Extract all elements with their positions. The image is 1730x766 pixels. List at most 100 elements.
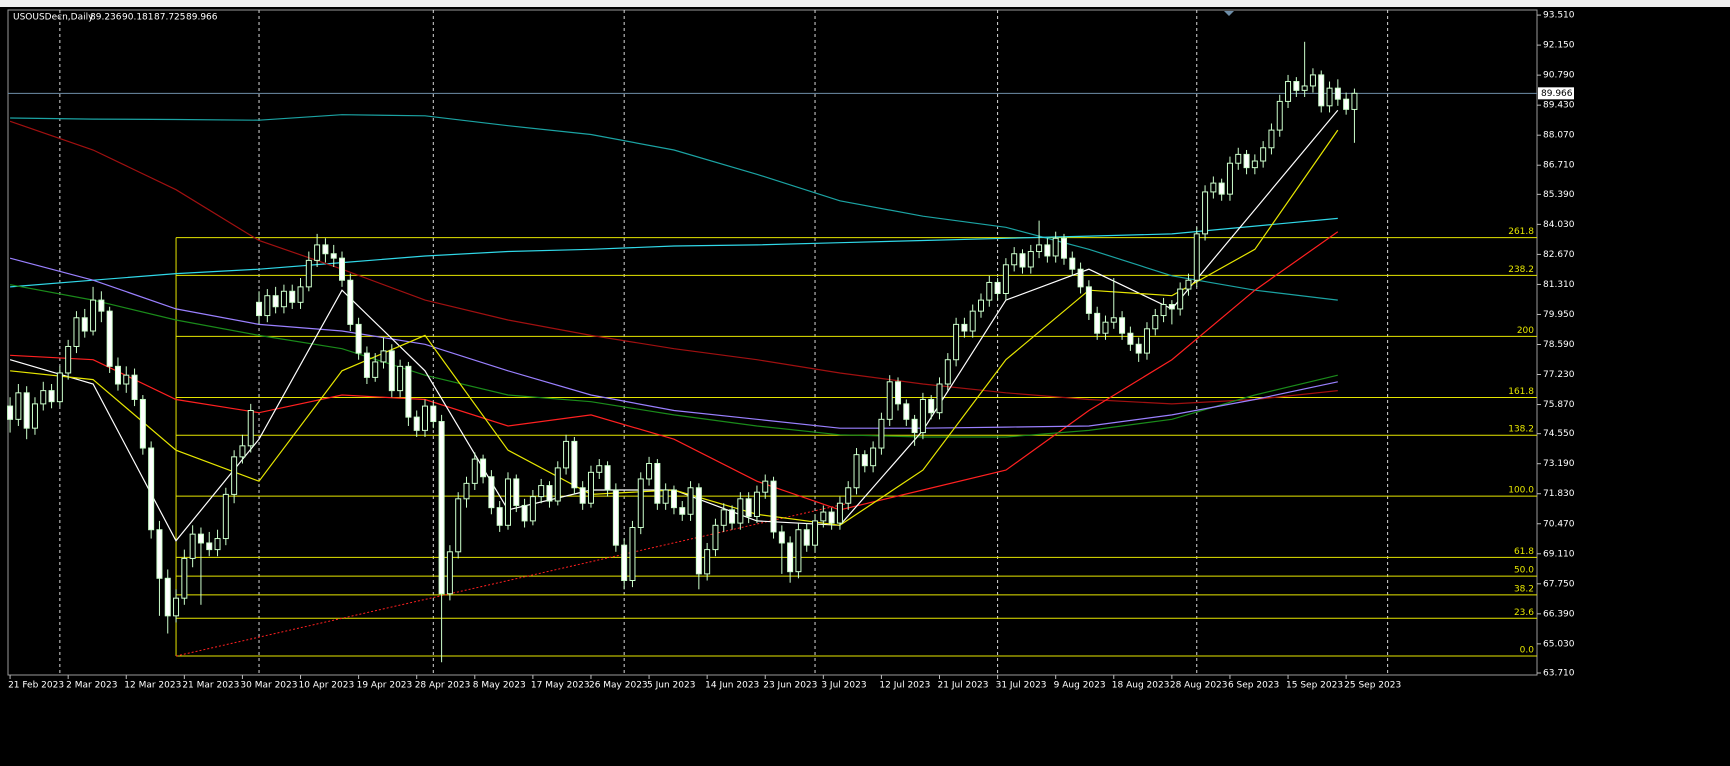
x-tick-label: 14 Jun 2023 (705, 681, 759, 691)
candle-body (969, 310, 976, 332)
candle-body (903, 403, 910, 420)
candle-body (712, 524, 719, 551)
candle-body (289, 290, 296, 303)
candle-body (1251, 160, 1258, 169)
y-tick-label: 69.110 (1543, 549, 1575, 559)
candle-body (496, 507, 503, 526)
candle-body (1309, 74, 1316, 87)
candle-body (845, 487, 852, 504)
candle-body (15, 392, 22, 420)
ohlc-close: 89.966 (186, 13, 218, 23)
candle-body (148, 447, 155, 531)
moving-average (9, 257, 1338, 429)
candle-body (646, 462, 653, 480)
x-tick-label: 28 Aug 2023 (1170, 681, 1228, 691)
candle-body (1110, 317, 1117, 323)
candle-body (280, 290, 287, 308)
candle-body (994, 281, 1001, 294)
x-tick-label: 19 Apr 2023 (357, 681, 413, 691)
x-tick-label: 6 Sep 2023 (1228, 681, 1279, 691)
candle-body (1143, 328, 1150, 354)
candle-body (778, 531, 785, 544)
candle-body (347, 279, 354, 325)
candle-body (1102, 321, 1109, 334)
x-tick-label: 28 Apr 2023 (415, 681, 471, 691)
candle-body (438, 421, 445, 595)
y-tick-label: 70.470 (1543, 519, 1575, 529)
candle-body (670, 489, 677, 509)
candle-body (355, 323, 362, 354)
candle-body (330, 253, 337, 259)
candle-body (1334, 87, 1341, 100)
candle-body (546, 485, 553, 502)
y-tick-label: 74.550 (1543, 429, 1575, 439)
candle-body (1119, 317, 1126, 334)
x-tick-label: 12 Mar 2023 (124, 681, 181, 691)
x-tick-label: 30 Mar 2023 (240, 681, 297, 691)
candle-body (471, 458, 478, 484)
y-tick-label: 67.750 (1543, 579, 1575, 589)
ohlc-open: 89.236 (90, 13, 122, 23)
x-tick-label: 18 Aug 2023 (1112, 681, 1170, 691)
candle-body (405, 365, 412, 418)
x-tick-label: 25 Sep 2023 (1344, 681, 1401, 691)
candle-body (529, 496, 536, 522)
candle-body (1185, 279, 1192, 290)
candle-body (247, 410, 254, 447)
candle-body (870, 447, 877, 467)
candle-body (720, 509, 727, 526)
ohlc-high: 90.181 (122, 13, 154, 23)
candle-body (1226, 162, 1233, 195)
y-tick-label: 66.390 (1543, 609, 1575, 619)
candle-body (206, 542, 213, 551)
fibo-label: 38.2 (1514, 584, 1534, 594)
y-tick-label: 90.790 (1543, 71, 1575, 81)
candle-body (803, 529, 810, 546)
candle-body (944, 359, 951, 385)
candle-body (770, 480, 777, 533)
y-tick-label: 85.390 (1543, 190, 1575, 200)
candle-body (953, 323, 960, 361)
candle-body (1193, 233, 1200, 281)
candle-body (363, 352, 370, 378)
candle-body (264, 295, 271, 317)
candle-body (1135, 343, 1142, 354)
candle-body (571, 440, 578, 489)
moving-average (9, 120, 1338, 405)
candle-body (397, 365, 404, 392)
y-tick-label: 92.150 (1543, 41, 1575, 51)
candle-body (1218, 182, 1225, 195)
y-tick-label: 77.230 (1543, 370, 1575, 380)
candle-body (612, 489, 619, 546)
candle-body (256, 301, 263, 317)
candle-body (1351, 92, 1358, 110)
shift-marker (1224, 11, 1234, 16)
x-tick-label: 5 Jun 2023 (647, 681, 695, 691)
candle-body (704, 549, 711, 575)
candle-body (339, 257, 346, 281)
candle-body (1069, 257, 1076, 270)
candle-body (787, 542, 794, 573)
candle-body (48, 390, 55, 403)
candle-body (81, 317, 88, 332)
candle-body (895, 381, 902, 405)
candle-body (430, 405, 437, 423)
candle-body (596, 465, 603, 473)
candle-body (98, 299, 105, 312)
candle-body (1011, 253, 1018, 266)
candle-body (695, 487, 702, 575)
x-tick-label: 21 Feb 2023 (8, 681, 64, 691)
x-tick-label: 10 Apr 2023 (299, 681, 355, 691)
candle-body (488, 476, 495, 509)
candle-body (446, 551, 453, 595)
candle-body (480, 458, 487, 478)
candle-body (422, 405, 428, 431)
fibo-label: 138.2 (1508, 425, 1534, 435)
candle-body (231, 456, 238, 495)
chart-title: USOUSDecn,Daily (13, 13, 94, 23)
candle-body (1044, 244, 1051, 257)
fibo-label: 200 (1517, 326, 1534, 336)
candle-body (820, 511, 827, 522)
